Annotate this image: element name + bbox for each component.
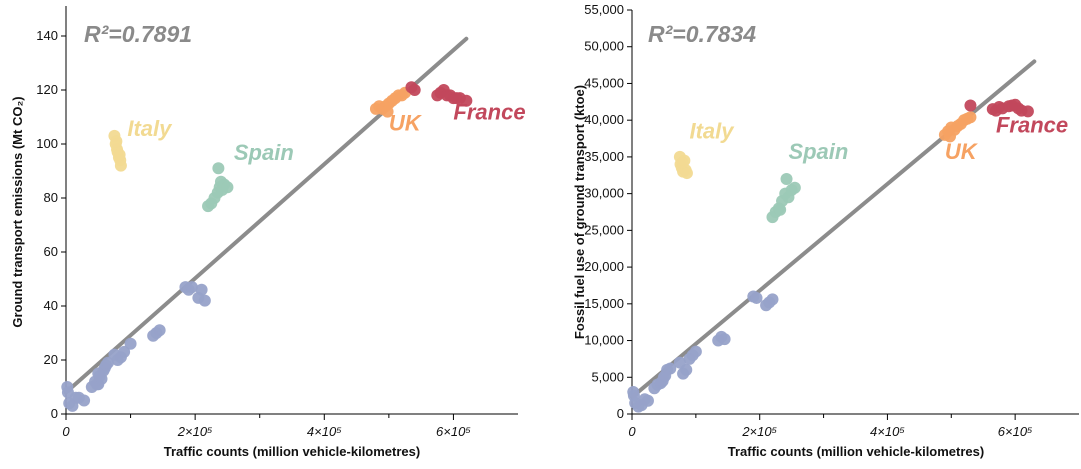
- right-y-tick-label: 15,000: [584, 296, 624, 311]
- left-point-other: [147, 329, 160, 342]
- right-label-italy: Italy: [689, 119, 735, 144]
- right-point-other: [718, 333, 731, 346]
- left-point-other: [185, 281, 198, 294]
- left-point-other: [124, 337, 137, 350]
- right-x-axis-title: Traffic counts (million vehicle-kilometr…: [728, 444, 984, 459]
- right-x-tick-label: 2×10⁵: [741, 424, 777, 439]
- left-y-tick-label: 80: [44, 190, 58, 205]
- right-x-tick-label: 6×10⁵: [998, 424, 1033, 439]
- right-point-other: [766, 293, 779, 306]
- left-point-italy: [110, 135, 123, 148]
- left-point-france: [460, 94, 473, 107]
- right-y-tick-label: 0: [617, 406, 624, 421]
- right-y-tick-label: 35,000: [584, 149, 624, 164]
- left-x-tick-label: 6×10⁵: [436, 424, 471, 439]
- right-country-labels: Italy Spain UK France: [689, 113, 1068, 164]
- left-y-tick-label: 120: [36, 82, 58, 97]
- right-point-other: [659, 369, 672, 382]
- left-label-france: France: [453, 100, 525, 125]
- left-y-tick-label: 40: [44, 298, 58, 313]
- right-point-other: [750, 291, 763, 304]
- right-y-tick-label: 40,000: [584, 112, 624, 127]
- left-point-spain: [212, 162, 225, 175]
- right-point-france: [1021, 105, 1034, 118]
- left-label-spain: Spain: [234, 140, 294, 165]
- left-point-other: [101, 356, 114, 369]
- right-x-tick-label: 4×10⁵: [870, 424, 905, 439]
- left-point-other: [195, 283, 208, 296]
- right-point-spain: [780, 172, 793, 185]
- left-country-labels: Italy Spain UK France: [127, 100, 525, 166]
- left-point-spain: [216, 183, 229, 196]
- right-point-other: [673, 356, 686, 369]
- right-point-other: [689, 345, 702, 358]
- right-point-france: [964, 99, 977, 112]
- right-label-uk: UK: [945, 139, 979, 164]
- right-point-italy: [676, 156, 689, 169]
- left-points: [61, 81, 473, 412]
- right-point-uk: [964, 111, 977, 124]
- left-y-tick-label: 60: [44, 244, 58, 259]
- right-ticks: 0 2×10⁵ 4×10⁵ 6×10⁵ 0 5,000 10,000 15,000 20,000…: [584, 2, 1033, 439]
- left-y-axis-title: Ground transport emissions (Mt CO₂): [10, 96, 25, 327]
- left-x-axis-title: Traffic counts (million vehicle-kilometr…: [164, 444, 420, 459]
- right-point-spain: [774, 203, 787, 216]
- left-y-tick-label: 0: [51, 406, 58, 421]
- left-chart: 0 2×10⁵ 4×10⁵ 6×10⁵ 0 20 40 60 80 100 120 140 Italy…: [10, 6, 526, 459]
- left-point-italy: [114, 159, 127, 172]
- right-y-tick-label: 55,000: [584, 2, 624, 17]
- right-label-france: France: [996, 113, 1068, 138]
- left-point-uk: [381, 105, 394, 118]
- right-y-axis-title: Fossil fuel use of ground transport (kto…: [572, 85, 587, 339]
- right-points: [627, 98, 1034, 413]
- left-y-tick-label: 100: [36, 136, 58, 151]
- left-point-france: [408, 84, 421, 96]
- right-point-uk: [944, 130, 957, 143]
- right-y-tick-label: 30,000: [584, 186, 624, 201]
- left-point-italy: [113, 148, 126, 161]
- left-x-tick-label: 0: [62, 424, 70, 439]
- right-point-italy: [680, 167, 693, 180]
- right-y-tick-label: 10,000: [584, 333, 624, 348]
- left-point-other: [78, 394, 91, 407]
- left-x-tick-label: 4×10⁵: [307, 424, 342, 439]
- right-y-tick-label: 45,000: [584, 75, 624, 90]
- left-y-tick-label: 140: [36, 28, 58, 43]
- left-x-tick-label: 2×10⁵: [177, 424, 213, 439]
- left-point-other: [108, 348, 121, 361]
- right-y-tick-label: 50,000: [584, 39, 624, 54]
- right-y-tick-label: 5,000: [591, 369, 624, 384]
- left-r2-label: R²=0.7891: [84, 21, 192, 47]
- left-point-other: [118, 345, 131, 358]
- right-x-tick-label: 0: [628, 424, 636, 439]
- right-point-spain: [788, 181, 801, 194]
- left-y-tick-label: 20: [44, 352, 58, 367]
- right-y-tick-label: 25,000: [584, 222, 624, 237]
- right-point-other: [641, 394, 654, 407]
- right-chart: 0 2×10⁵ 4×10⁵ 6×10⁵ 0 5,000 10,000 15,000 20,000…: [572, 2, 1079, 459]
- right-r2-label: R²=0.7834: [648, 21, 756, 47]
- right-y-tick-label: 20,000: [584, 259, 624, 274]
- right-label-spain: Spain: [788, 139, 848, 164]
- left-label-uk: UK: [389, 111, 423, 136]
- left-point-other: [198, 294, 211, 307]
- left-point-other: [93, 370, 106, 383]
- left-ticks: 0 2×10⁵ 4×10⁵ 6×10⁵ 0 20 40 60 80 100 120 140: [36, 28, 471, 439]
- left-label-italy: Italy: [127, 116, 173, 141]
